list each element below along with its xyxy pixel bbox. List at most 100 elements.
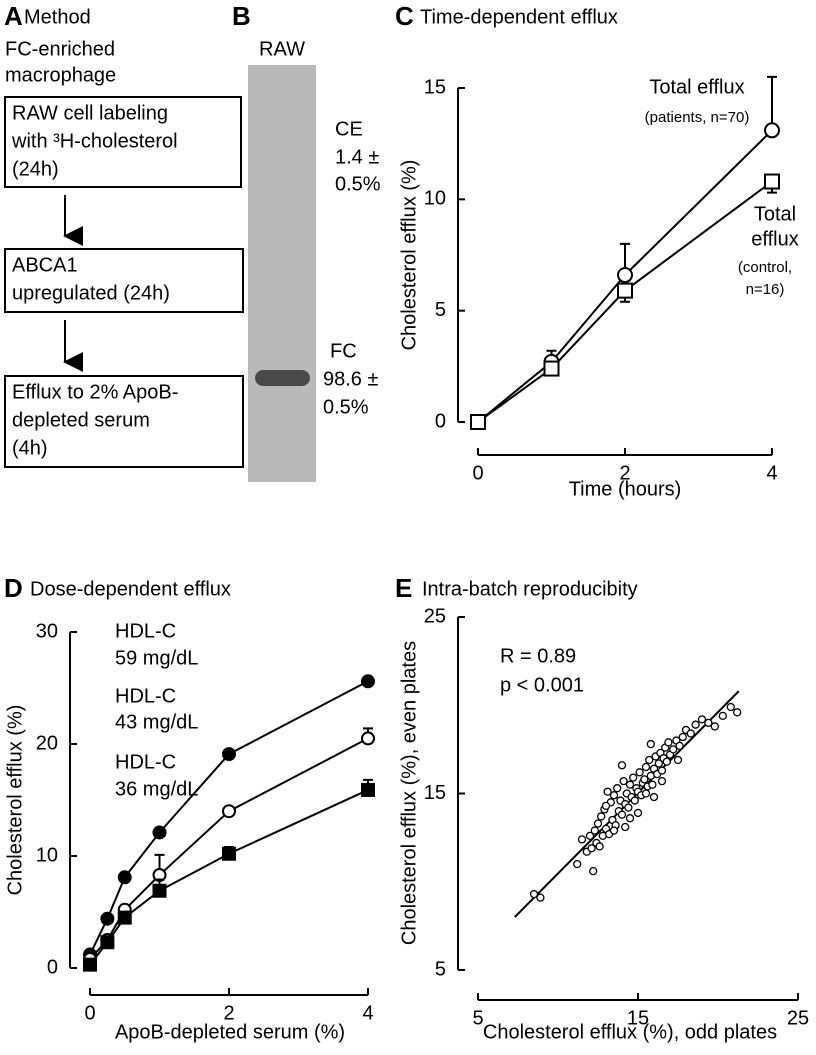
point	[649, 792, 659, 802]
point	[625, 814, 635, 823]
step-text: upregulated (24h)	[12, 282, 170, 304]
x-tick-label: 25	[787, 1007, 809, 1029]
marker	[543, 360, 560, 377]
marker	[152, 825, 167, 840]
point	[675, 741, 684, 750]
annotation: (control,	[738, 259, 792, 276]
x-tick-label: 5	[472, 1007, 483, 1029]
marker	[100, 935, 115, 950]
point	[609, 791, 619, 800]
marker	[361, 674, 375, 689]
point	[595, 842, 604, 851]
gel-label: 0.5%	[323, 396, 369, 418]
x-axis-label: Cholesterol efflux (%), odd plates	[483, 1021, 777, 1043]
marker	[222, 747, 236, 762]
marker	[100, 911, 115, 926]
x-tick-label: 15	[627, 1007, 649, 1029]
point	[645, 755, 654, 765]
gel-label: 1.4 ±	[335, 146, 379, 168]
point	[621, 822, 630, 832]
annotation: 43 mg/dL	[115, 711, 198, 733]
x-axis-label: Time (hours)	[569, 478, 682, 500]
x-tick-label: 0	[472, 462, 483, 484]
x-tick-label: 4	[362, 1002, 373, 1024]
point	[629, 773, 638, 782]
x-tick-label: 2	[223, 1002, 234, 1024]
y-tick-label: 20	[36, 732, 58, 754]
marker	[222, 846, 236, 861]
marker	[764, 173, 780, 190]
point	[640, 775, 649, 784]
error-bar	[767, 75, 777, 131]
marker	[361, 731, 375, 746]
annotation: 36 mg/dL	[115, 778, 198, 800]
point	[726, 702, 735, 712]
step-box	[4, 375, 244, 468]
point	[577, 835, 587, 844]
panel-letter: C	[395, 1, 414, 31]
marker	[617, 267, 633, 284]
point	[603, 787, 612, 796]
subtitle: macrophage	[5, 64, 116, 86]
gel-label: FC	[330, 340, 357, 362]
point	[593, 819, 603, 828]
annotation: HDL-C	[115, 685, 176, 707]
marker	[222, 804, 236, 819]
step-box	[4, 248, 244, 313]
point	[662, 757, 671, 766]
point	[573, 859, 582, 869]
x-tick-label: 4	[766, 462, 777, 484]
annotation: (patients, n=70)	[645, 109, 750, 126]
annotation: Total	[754, 203, 796, 225]
annotation: Total efflux	[649, 76, 744, 98]
y-tick-label: 0	[47, 956, 58, 978]
point	[624, 803, 633, 812]
point	[691, 720, 700, 729]
x-axis-label: ApoB-depleted serum (%)	[115, 1021, 345, 1043]
point	[635, 768, 644, 777]
annotation: HDL-C	[115, 620, 176, 642]
point	[585, 831, 595, 841]
gel-label: CE	[335, 118, 363, 140]
annotation: HDL-C	[115, 751, 176, 773]
point	[609, 826, 619, 835]
gel-label: 0.5%	[335, 173, 381, 195]
point	[633, 808, 643, 818]
point	[686, 729, 695, 738]
point	[587, 844, 596, 853]
point	[590, 826, 599, 835]
panel-letter: A	[4, 1, 23, 31]
annotation: n=16)	[746, 281, 785, 298]
point	[613, 784, 622, 793]
gel-lane	[248, 65, 316, 482]
panel-title: Method	[24, 6, 91, 28]
annotation: 59 mg/dL	[115, 647, 198, 669]
point	[536, 893, 545, 902]
panel-letter: E	[395, 573, 412, 603]
panel-letter: B	[232, 1, 251, 31]
step-text: (24h)	[12, 158, 59, 180]
point	[597, 812, 606, 821]
point	[589, 867, 598, 876]
subtitle: FC-enriched	[5, 38, 115, 60]
point	[697, 715, 707, 724]
step-text: depleted serum	[12, 409, 150, 431]
step-text: ABCA1	[12, 254, 78, 276]
annotation: efflux	[751, 228, 798, 250]
marker	[117, 870, 132, 885]
point	[718, 711, 727, 720]
point	[617, 761, 627, 770]
marker	[361, 782, 375, 797]
y-tick-label: 5	[435, 958, 446, 980]
point	[625, 780, 635, 789]
marker	[470, 414, 486, 430]
annotation: R = 0.89	[500, 645, 576, 667]
panel-title: Time-dependent efflux	[420, 6, 618, 28]
series-line	[477, 129, 773, 423]
step-text: RAW cell labeling	[12, 102, 168, 124]
y-tick-label: 25	[424, 605, 446, 627]
y-tick-label: 30	[36, 620, 58, 642]
step-text: with ³H-cholesterol	[11, 130, 178, 152]
point	[673, 755, 683, 765]
point	[654, 759, 663, 768]
